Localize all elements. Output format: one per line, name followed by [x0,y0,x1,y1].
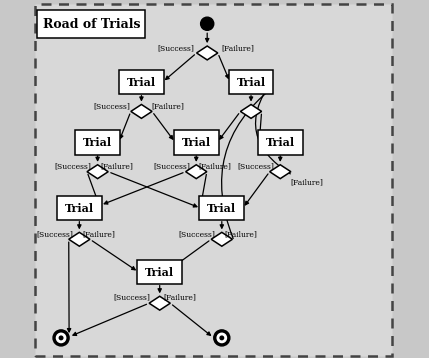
Polygon shape [69,232,90,246]
Text: [Failure]: [Failure] [290,178,323,186]
Polygon shape [196,46,218,60]
Polygon shape [149,296,170,310]
FancyBboxPatch shape [174,130,219,155]
FancyBboxPatch shape [258,130,303,155]
FancyBboxPatch shape [229,70,274,94]
Text: [Success]: [Success] [158,45,195,53]
Polygon shape [186,165,207,179]
Text: [Success]: [Success] [93,103,130,111]
Text: [Success]: [Success] [237,163,274,170]
Text: [Failure]: [Failure] [82,230,115,238]
Text: Trial: Trial [127,77,156,88]
Polygon shape [87,165,108,179]
FancyBboxPatch shape [36,4,392,356]
Text: [Success]: [Success] [114,294,151,302]
Circle shape [214,330,230,346]
Polygon shape [240,105,262,118]
Text: Trial: Trial [83,137,112,148]
Text: [Success]: [Success] [36,230,73,238]
Text: [Failure]: [Failure] [221,45,254,53]
Text: Trial: Trial [266,137,295,148]
Circle shape [53,330,69,346]
FancyBboxPatch shape [199,196,244,220]
Text: [Failure]: [Failure] [224,230,257,238]
Circle shape [217,333,227,343]
Text: [Failure]: [Failure] [100,163,133,170]
FancyBboxPatch shape [119,70,164,94]
Polygon shape [270,165,291,179]
Text: Trial: Trial [145,267,174,278]
FancyBboxPatch shape [75,130,120,155]
Circle shape [220,336,224,340]
Circle shape [56,333,66,343]
Text: [Success]: [Success] [153,163,190,170]
Text: [Success]: [Success] [54,163,91,170]
Text: Trial: Trial [65,203,94,214]
Polygon shape [211,232,233,246]
Text: Trial: Trial [236,77,266,88]
FancyBboxPatch shape [137,260,182,284]
FancyBboxPatch shape [37,10,145,38]
Circle shape [201,17,214,30]
Text: [Failure]: [Failure] [199,163,232,170]
Text: [Success]: [Success] [178,230,215,238]
Text: [Failure]: [Failure] [163,294,196,302]
Text: Trial: Trial [181,137,211,148]
Circle shape [59,336,63,340]
Text: Trial: Trial [207,203,236,214]
Polygon shape [131,105,152,118]
FancyBboxPatch shape [57,196,102,220]
Text: Road of Trials: Road of Trials [43,18,140,31]
Text: [Failure]: [Failure] [151,103,184,111]
